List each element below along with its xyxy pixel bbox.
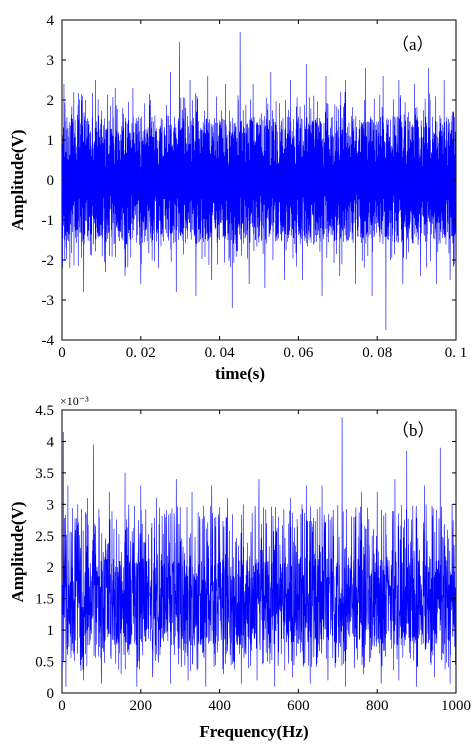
y-tick-label: -2 xyxy=(42,253,55,269)
y-tick-label: 1.5 xyxy=(35,592,54,608)
panel-a-axis-ticks: 0 0. 02 0. 04 0. 06 0. 08 0. 1 -4 -3 -2 -1 0 1 2 3 4 xyxy=(42,13,468,361)
x-tick-label: 200 xyxy=(130,698,153,714)
panel-a-signal-series xyxy=(62,31,456,331)
x-tick-label: 1000 xyxy=(441,698,471,714)
x-tick-label: 400 xyxy=(208,698,231,714)
panel-a-x-axis-title: time(s) xyxy=(215,364,265,383)
x-tick-label: 800 xyxy=(366,698,389,714)
y-tick-label: 0.5 xyxy=(35,655,54,671)
y-tick-label: -1 xyxy=(42,213,55,229)
panel-b-y-exponent-label: ×10⁻³ xyxy=(60,394,89,408)
y-tick-label: 4 xyxy=(47,13,55,29)
panel-b-frequency-domain-chart: 0 200 400 600 800 1000 0 0.5 1 1.5 2 2.5 3 3.5 4 4.5 （b… xyxy=(8,394,471,741)
time-signal-line xyxy=(62,31,456,331)
x-tick-label: 0. 1 xyxy=(445,345,468,361)
panel-a-time-domain-chart: 0 0. 02 0. 04 0. 06 0. 08 0. 1 -4 -3 -2 -1 0 1 2 3 4 （… xyxy=(8,13,467,383)
x-tick-label: 0. 04 xyxy=(205,345,236,361)
y-tick-label: 2 xyxy=(47,93,55,109)
y-tick-label: 4 xyxy=(47,434,55,450)
y-tick-label: 3.5 xyxy=(35,466,54,482)
y-tick-label: 2 xyxy=(47,560,55,576)
y-tick-label: 0 xyxy=(47,686,55,702)
y-tick-label: 4.5 xyxy=(35,403,54,419)
panel-b-plot-frame xyxy=(61,409,457,694)
y-tick-label: -4 xyxy=(42,333,55,349)
y-tick-label: 3 xyxy=(47,53,55,69)
panel-a-label: （a） xyxy=(392,35,434,54)
panel-a-y-axis-title: Amplitude(V) xyxy=(8,129,27,230)
y-tick-label: 3 xyxy=(47,497,55,513)
x-tick-label: 0 xyxy=(58,345,66,361)
x-tick-label: 0 xyxy=(58,698,66,714)
x-tick-label: 600 xyxy=(287,698,310,714)
y-tick-label: 0 xyxy=(47,173,55,189)
y-tick-label: 2.5 xyxy=(35,529,54,545)
x-tick-label: 0. 06 xyxy=(283,345,314,361)
spectrum-line xyxy=(62,417,456,687)
panel-b-spectrum-series xyxy=(62,417,456,687)
panel-b-x-axis-title: Frequency(Hz) xyxy=(199,722,308,741)
panel-b-axis-ticks: 0 200 400 600 800 1000 0 0.5 1 1.5 2 2.5 3 3.5 4 4.5 xyxy=(35,403,471,714)
y-tick-label: -3 xyxy=(42,293,55,309)
x-tick-label: 0. 02 xyxy=(126,345,156,361)
x-tick-label: 0. 08 xyxy=(362,345,392,361)
y-tick-label: 1 xyxy=(47,133,55,149)
y-tick-label: 1 xyxy=(47,623,55,639)
panel-b-label: （b） xyxy=(392,421,435,440)
panel-b-y-axis-title: Amplitude(V) xyxy=(8,501,27,602)
